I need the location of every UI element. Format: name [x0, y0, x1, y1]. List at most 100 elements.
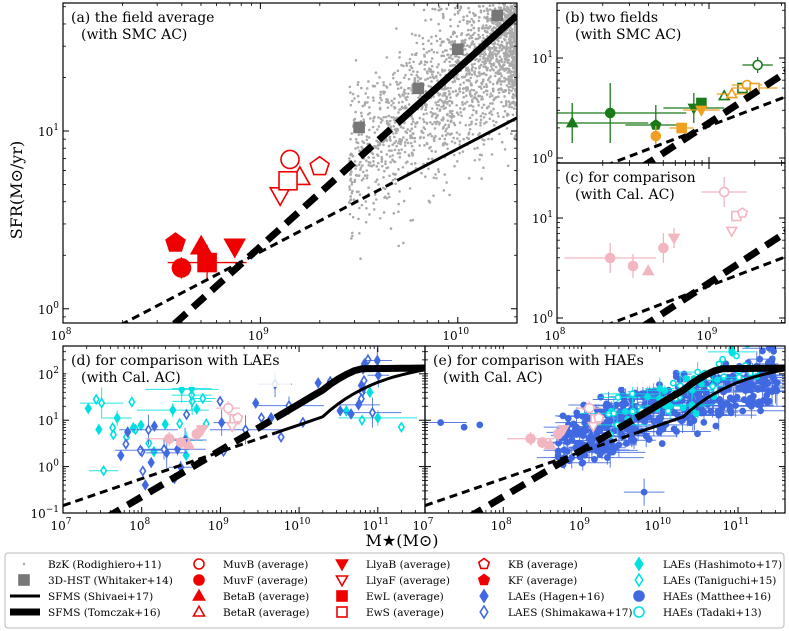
- x-tick-exponent: 10: [660, 517, 672, 527]
- bzk-point: [432, 176, 436, 180]
- bzk-point: [489, 46, 493, 50]
- bzk-point: [375, 165, 379, 168]
- hae-point: [744, 386, 752, 394]
- bzk-point: [434, 76, 438, 79]
- bzk-point: [376, 153, 379, 156]
- legend-item: LAES (Shimakawa+17): [479, 604, 633, 620]
- bzk-point: [434, 150, 437, 153]
- x-tick-exponent: 9: [263, 327, 269, 337]
- legend-label: LAEs (Hagen+16): [508, 591, 604, 603]
- bzk-point: [473, 73, 477, 76]
- hae-point: [679, 404, 687, 412]
- bzk-point: [465, 14, 469, 18]
- y-tick-exponent: 1: [547, 210, 553, 220]
- bzk-point: [509, 76, 513, 79]
- legend-item: KF (average): [477, 573, 577, 587]
- hae-point: [723, 400, 731, 408]
- y-tick-label: 101: [532, 50, 553, 66]
- lae-point: [99, 464, 108, 477]
- bzk-point: [407, 86, 411, 90]
- y-tick-exponent: 0: [53, 459, 59, 469]
- bzk-point: [449, 119, 453, 122]
- bzk-point: [446, 132, 450, 135]
- plot-area-a: [121, 0, 519, 323]
- bzk-point: [500, 140, 504, 144]
- bzk-point: [494, 26, 497, 30]
- bzk-point: [422, 136, 426, 139]
- bzk-point: [458, 87, 461, 91]
- x-tick-label: 109: [569, 517, 590, 533]
- bzk-point: [463, 47, 467, 51]
- bzk-point: [495, 24, 499, 28]
- bzk-point: [378, 106, 382, 110]
- bzk-point: [389, 139, 392, 142]
- bzk-point: [450, 109, 454, 113]
- bzk-point: [498, 49, 501, 53]
- average-point-pentagon: [232, 412, 244, 423]
- bzk-point: [511, 113, 515, 117]
- bzk-point: [378, 216, 382, 220]
- average-point-circle: [222, 402, 234, 414]
- bzk-point: [379, 90, 382, 94]
- legend-item: SFMS (Tomczak+16): [10, 607, 161, 619]
- bzk-point: [353, 117, 357, 121]
- y-tick-label: 101: [38, 123, 59, 139]
- bzk-point: [391, 178, 395, 182]
- bzk-point: [377, 168, 380, 171]
- bzk-point: [411, 136, 415, 140]
- bzk-point: [495, 57, 499, 61]
- bzk-point: [434, 116, 438, 120]
- bzk-point: [514, 52, 517, 56]
- bzk-point: [484, 52, 487, 56]
- bzk-point: [447, 39, 451, 42]
- bzk-point: [489, 17, 492, 20]
- legend-label: SFMS (Tomczak+16): [48, 607, 161, 619]
- bzk-point: [503, 69, 506, 72]
- bzk-point: [383, 196, 386, 199]
- bzk-point: [431, 7, 434, 11]
- bzk-point: [368, 213, 371, 216]
- bzk-point: [451, 80, 455, 84]
- bzk-point: [444, 87, 448, 91]
- sfms-line-solid: [397, 116, 517, 182]
- bzk-point: [485, 93, 489, 96]
- bzk-point: [443, 60, 446, 63]
- bzk-point: [479, 118, 483, 122]
- bzk-point: [456, 92, 460, 96]
- bzk-point: [511, 0, 514, 2]
- hae-point: [735, 373, 743, 381]
- average-point-triangle: [641, 264, 655, 276]
- bzk-point: [410, 144, 414, 148]
- bzk-point: [493, 41, 497, 44]
- bzk-point: [514, 71, 517, 74]
- bzk-point: [409, 219, 412, 222]
- bzk-point: [438, 37, 442, 41]
- bzk-point: [462, 15, 465, 19]
- bzk-point: [472, 26, 475, 30]
- hae-point: [645, 436, 653, 443]
- bzk-point: [499, 83, 503, 86]
- bzk-point: [427, 67, 431, 70]
- bzk-point: [410, 73, 413, 76]
- panel-title-d: (d) for comparison with LAEs: [71, 353, 280, 369]
- lae-point: [374, 369, 382, 382]
- lae-point: [368, 406, 377, 419]
- bzk-point: [382, 186, 385, 190]
- bzk-point: [349, 177, 353, 181]
- legend-item: MuvF (average): [193, 574, 308, 587]
- bzk-point: [393, 71, 396, 75]
- bzk-point: [435, 107, 439, 110]
- bzk-point: [482, 143, 486, 146]
- average-point-circle: [525, 433, 536, 445]
- bzk-point: [516, 0, 519, 2]
- bzk-point: [456, 159, 459, 163]
- bzk-point: [404, 96, 407, 100]
- bzk-point: [385, 197, 389, 200]
- average-point-circle: [171, 258, 192, 278]
- bzk-point: [467, 28, 470, 32]
- bzk-point: [446, 86, 450, 90]
- series-ave_cal-c: [564, 177, 749, 278]
- bzk-point: [372, 201, 375, 205]
- bzk-point: [366, 113, 370, 116]
